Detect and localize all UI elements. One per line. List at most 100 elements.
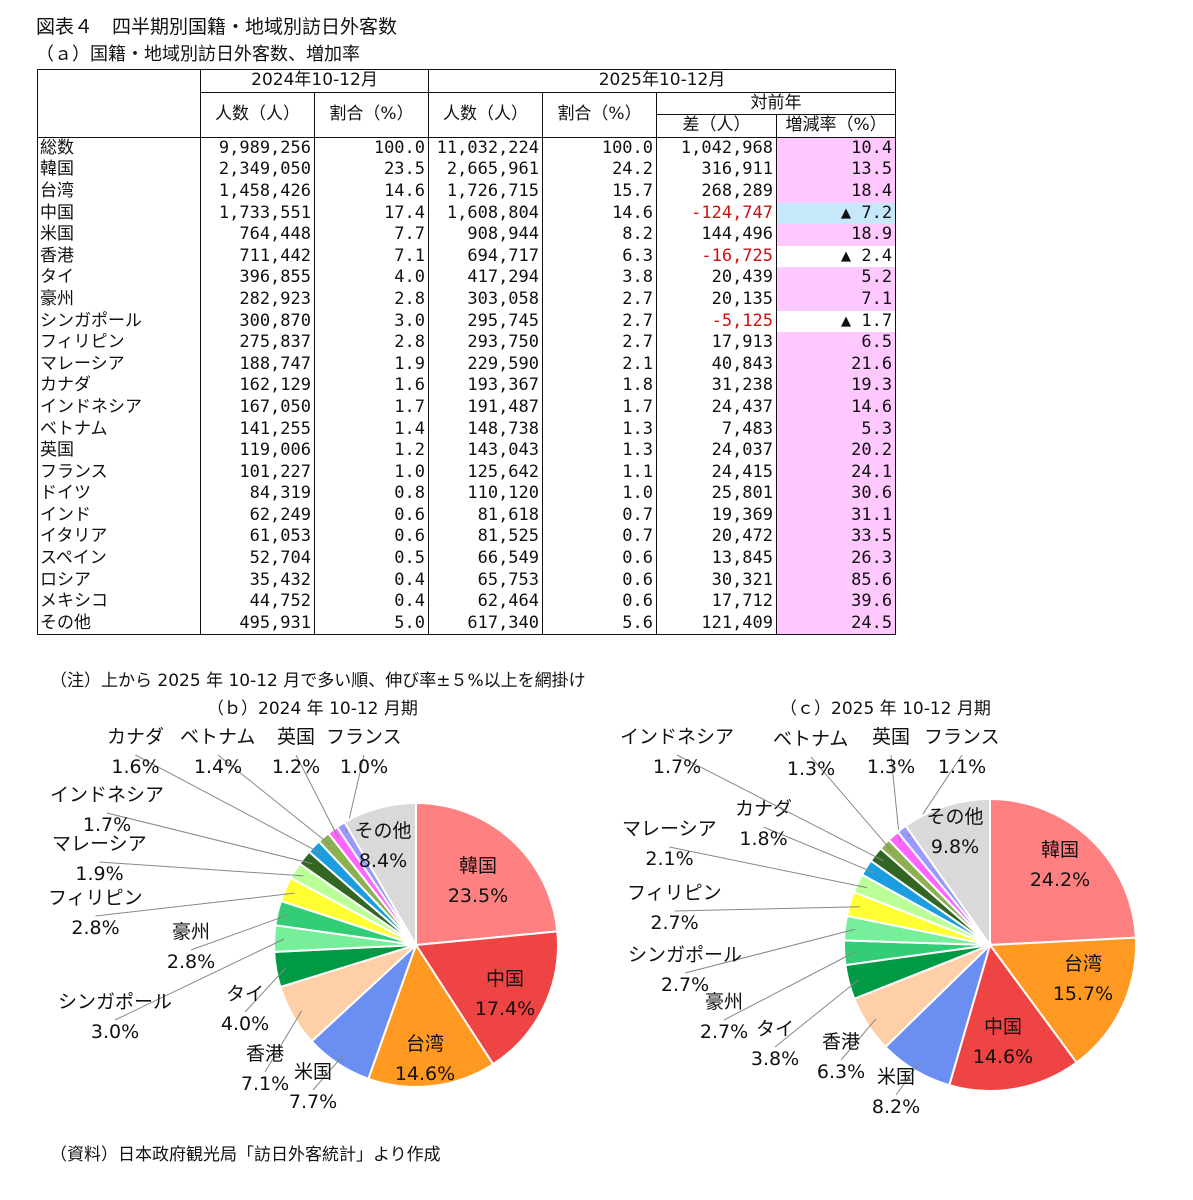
pie-leader-line [244,967,287,1013]
rate-cell: 21.6 [776,353,897,376]
diff-cell: 20,439 [656,267,778,289]
pie-label-value: 1.2% [272,756,320,778]
table-row: タイ 396,855 4.0 417,294 3.8 20,439 5.2 [37,267,897,289]
people-2025-cell: 293,750 [428,332,544,354]
share-2025-cell: 24.2 [542,159,658,181]
people-2024-cell: 101,227 [200,461,315,484]
rate-cell: ▲ 7.2 [776,202,897,225]
pie-leader-line [669,846,868,889]
pie-label-name: カナダ [735,798,792,820]
people-2024-cell: 1,733,551 [200,202,315,225]
people-2025-cell: 110,120 [428,483,544,505]
rate-cell: 26.3 [776,548,897,570]
people-2025-cell: 617,340 [428,612,544,636]
row-name-cell: 韓国 [37,159,201,181]
share-2025-cell: 3.8 [542,267,658,289]
table-row: 豪州 282,923 2.8 303,058 2.7 20,135 7.1 [37,288,897,311]
row-name-cell: スペイン [37,548,201,570]
row-name-cell: ドイツ [37,483,201,505]
header-diff: 差（人） [656,114,778,138]
pie-slice-韓国 [415,801,559,947]
row-name-cell: ベトナム [37,418,201,441]
share-2025-cell: 2.7 [542,332,658,354]
people-2025-cell: 66,549 [428,548,544,570]
pie-label-value: 1.9% [75,863,123,885]
pie-label-value: 8.2% [872,1096,920,1118]
people-2025-cell: 65,753 [428,569,544,592]
table-row: その他 495,931 5.0 617,340 5.6 121,409 24.5 [37,612,897,636]
table-row: 香港 711,442 7.1 694,717 6.3 -16,725 ▲ 2.4 [37,245,897,268]
share-2024-cell: 5.0 [313,612,430,636]
row-name-cell: 香港 [37,245,201,268]
pie-label-name: マレーシア [622,818,717,840]
pie-leader-line [312,1054,344,1091]
pie-leader-line [295,754,339,839]
pie-leader-line [190,914,288,951]
rate-cell: 5.3 [776,418,897,441]
share-2025-cell: 6.3 [542,245,658,268]
rate-cell: 30.6 [776,483,897,505]
pie-leader-line [763,826,876,874]
table-note: （注）上から 2025 年 10-12 月で多い順、伸び率±５%以上を網掛け [50,671,586,691]
rate-cell: 39.6 [776,591,897,613]
pie-slice-中国 [948,942,1078,1092]
pie-label-name: その他 [926,806,983,828]
rate-cell: ▲ 2.4 [776,245,897,268]
row-name-cell: フランス [37,461,201,484]
pie-title-2024: （ｂ）2024 年 10-12 月期 [207,699,418,719]
pie-label-name: 英国 [872,726,910,748]
table-row: 中国 1,733,551 17.4 1,608,804 14.6 -124,747 ▲ 7.… [37,202,897,225]
share-2025-cell: 14.6 [542,202,658,225]
rate-cell: ▲ 1.7 [776,310,897,333]
row-name-cell: メキシコ [37,591,201,613]
diff-cell: 40,843 [656,353,778,376]
table-row: マレーシア 188,747 1.9 229,590 2.1 40,843 21.6 [37,353,897,376]
rate-cell: 5.2 [776,267,897,289]
pie-leader-line [895,1061,921,1096]
diff-cell: 121,409 [656,612,778,636]
share-2024-cell: 0.4 [313,591,430,613]
pie-label-name: 豪州 [705,991,743,1013]
pie-label-value: 1.0% [340,756,388,778]
share-2024-cell: 14.6 [313,180,430,203]
pie-label-name: インドネシア [620,726,734,748]
people-2024-cell: 167,050 [200,396,315,419]
people-2025-cell: 295,745 [428,310,544,333]
visitor-table: 2024年10-12月 2025年10-12月 人数（人） 割合（%） 人数（人… [37,69,897,636]
pie-label-value: 1.3% [787,758,835,780]
share-2024-cell: 0.5 [313,548,430,570]
pie-label-name: 香港 [246,1043,284,1065]
pie-label-value: 3.8% [751,1048,799,1070]
rate-cell: 18.9 [776,224,897,246]
pie-slice-中国 [414,930,559,1066]
row-name-cell: 英国 [37,440,201,462]
pie-label-value: 24.2% [1030,869,1090,891]
people-2024-cell: 141,255 [200,418,315,441]
people-2025-cell: 2,665,961 [428,159,544,181]
pie-label-value: 1.6% [111,756,159,778]
pie-label-name: 中国 [984,1016,1022,1038]
share-2024-cell: 3.0 [313,310,430,333]
pie-label-name: フランス [326,726,402,748]
pie-label-value: 3.0% [91,1021,139,1043]
share-2024-cell: 1.6 [313,375,430,397]
share-2024-cell: 0.4 [313,569,430,592]
people-2024-cell: 52,704 [200,548,315,570]
header-rate: 増減率（%） [776,114,897,138]
people-2024-cell: 84,319 [200,483,315,505]
people-2024-cell: 35,432 [200,569,315,592]
row-name-cell: イタリア [37,526,201,549]
row-name-cell: 台湾 [37,180,201,203]
pie-label-name: 香港 [822,1031,860,1053]
share-2024-cell: 0.6 [313,526,430,549]
pie-leader-line [674,906,860,912]
people-2025-cell: 125,642 [428,461,544,484]
pie-label-value: 1.3% [867,756,915,778]
pie-label-value: 1.8% [739,828,787,850]
pie-label-name: 中国 [486,968,524,990]
rate-cell: 18.4 [776,180,897,203]
share-2025-cell: 0.7 [542,526,658,549]
diff-cell: 25,801 [656,483,778,505]
rate-cell: 20.2 [776,440,897,462]
pie-label-name: 韓国 [1041,839,1079,861]
